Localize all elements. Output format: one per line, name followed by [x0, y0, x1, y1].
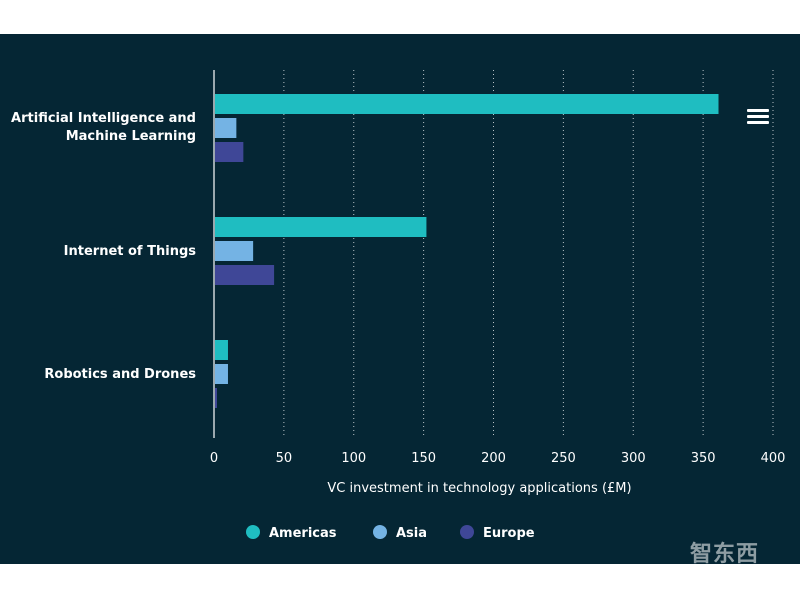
bar-asia[interactable] [215, 118, 237, 138]
legend-item-asia[interactable]: Asia [396, 526, 427, 541]
x-tick-label: 350 [691, 451, 716, 466]
category-label: Machine Learning [66, 129, 196, 144]
legend-marker-europe[interactable] [460, 525, 474, 539]
bars [215, 94, 719, 408]
bar-asia[interactable] [215, 241, 254, 261]
legend: Americas Asia Europe [246, 525, 535, 541]
x-tick-label: 100 [341, 451, 366, 466]
x-tick-label: 150 [411, 451, 436, 466]
legend-marker-americas[interactable] [246, 525, 260, 539]
chart-menu-button[interactable] [747, 109, 769, 127]
x-axis-title: VC investment in technology applications… [327, 481, 631, 496]
x-tick-label: 250 [551, 451, 576, 466]
bar-europe[interactable] [215, 265, 275, 285]
watermark-logo: 智东西 [690, 542, 760, 565]
bar-europe[interactable] [215, 388, 217, 408]
chart-panel: Artificial Intelligence and Machine Learn… [0, 34, 800, 564]
category-label: Internet of Things [64, 244, 197, 259]
category-labels: Artificial Intelligence and Machine Learn… [11, 111, 196, 382]
grid-lines [213, 70, 774, 438]
bar-americas[interactable] [215, 94, 719, 114]
bar-europe[interactable] [215, 142, 244, 162]
x-tick-label: 400 [761, 451, 786, 466]
category-label: Artificial Intelligence and [11, 111, 196, 126]
x-tick-label: 300 [621, 451, 646, 466]
legend-marker-asia[interactable] [373, 525, 387, 539]
x-axis-tick-labels: 0 50 100 150 200 250 300 350 400 [210, 451, 786, 466]
bar-americas[interactable] [215, 217, 427, 237]
bar-chart: Artificial Intelligence and Machine Learn… [11, 70, 786, 541]
hamburger-menu-icon-line[interactable] [747, 121, 769, 124]
legend-item-europe[interactable]: Europe [483, 526, 535, 541]
bar-americas[interactable] [215, 340, 228, 360]
x-tick-label: 200 [481, 451, 506, 466]
bar-asia[interactable] [215, 364, 228, 384]
hamburger-menu-icon[interactable] [747, 109, 769, 112]
x-tick-label: 50 [276, 451, 293, 466]
category-label: Robotics and Drones [44, 367, 196, 382]
x-tick-label: 0 [210, 451, 218, 466]
legend-item-americas[interactable]: Americas [269, 526, 337, 541]
hamburger-menu-icon-line[interactable] [747, 115, 769, 118]
